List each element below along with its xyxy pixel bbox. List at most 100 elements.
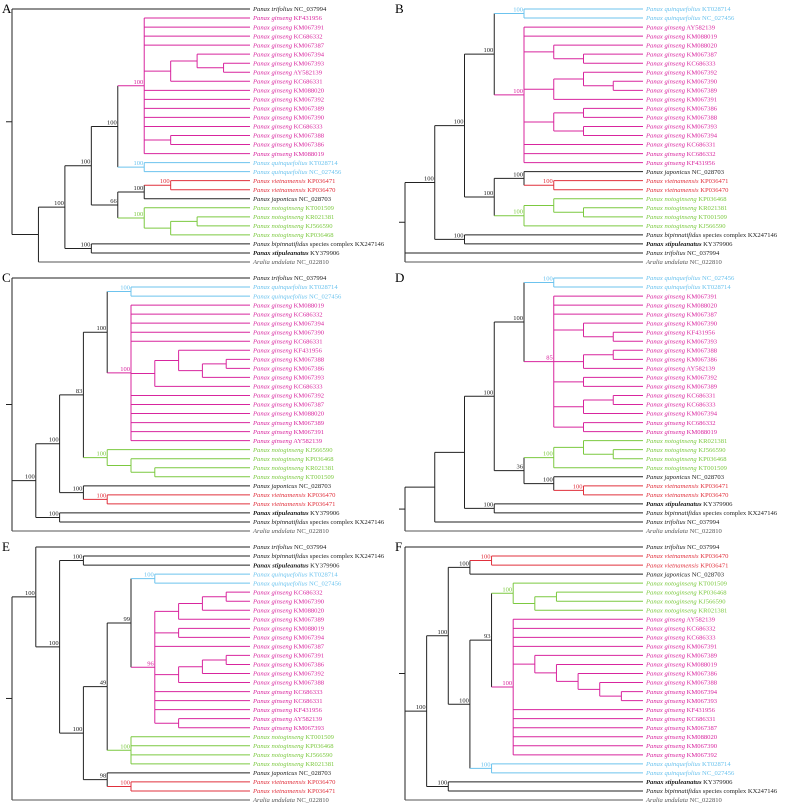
- taxon-label: Panax notoginseng KR021381: [252, 214, 334, 221]
- accession-number: KM067391: [292, 653, 324, 660]
- taxon-label: Panax ginseng KM067390: [252, 598, 325, 605]
- species-name: Panax trifolius: [252, 6, 293, 13]
- species-name: Panax ginseng: [645, 51, 686, 58]
- species-name: Panax ginseng: [252, 607, 293, 614]
- taxon-label: Panax notoginseng KP036468: [252, 743, 334, 750]
- accession-number: KT028714: [700, 284, 731, 291]
- accession-number: KM067393: [292, 725, 325, 732]
- species-name: Panax ginseng: [645, 124, 686, 131]
- taxon-label: Panax vietnamensis KP036471: [252, 501, 335, 508]
- accession-number: species complex KX247146: [308, 241, 385, 248]
- accession-number: KY379906: [309, 562, 341, 569]
- taxon-label: Panax ginseng KM067388: [645, 680, 718, 687]
- taxon-label: Panax ginseng KC686332: [252, 311, 323, 318]
- taxon-label: Panax quinquefolius NC_027456: [645, 15, 735, 22]
- species-name: Panax quinquefolius: [252, 284, 308, 291]
- taxon-label: Panax bipinnatifidus species complex KX2…: [645, 788, 778, 795]
- species-name: Panax ginseng: [252, 69, 293, 76]
- accession-number: KC686332: [685, 626, 716, 633]
- accession-number: NC_037994: [292, 275, 327, 282]
- bootstrap-support-value: 49: [100, 680, 107, 687]
- taxon-label: Panax ginseng KF431956: [252, 15, 323, 22]
- bootstrap-support-value: 100: [96, 325, 106, 332]
- taxon-label: Panax ginseng KM067393: [252, 375, 325, 382]
- species-name: Panax ginseng: [252, 115, 293, 122]
- species-name: Panax stipuleanatus: [646, 501, 702, 508]
- taxon-label: Panax notoginseng KP036468: [645, 196, 727, 203]
- species-name: Panax stipuleanatus: [646, 779, 702, 786]
- accession-number: KT001509: [697, 465, 728, 472]
- taxon-label: Panax ginseng KM067389: [645, 384, 718, 391]
- taxon-label: Panax vietnamensis KP036470: [252, 187, 336, 194]
- species-name: Panax ginseng: [252, 311, 293, 318]
- accession-number: NC_028703: [297, 196, 332, 203]
- accession-number: KP036468: [304, 456, 335, 463]
- accession-number: KM088019: [292, 302, 325, 309]
- species-name: Panax ginseng: [252, 338, 293, 345]
- accession-number: KM067392: [685, 752, 717, 759]
- taxon-label: Panax ginseng KM088019: [645, 33, 718, 40]
- taxon-label: Panax ginseng AY582139: [252, 716, 323, 723]
- accession-number: KF431956: [685, 160, 716, 167]
- species-name: Panax bipinnatifidus: [252, 241, 309, 248]
- accession-number: KC686333: [685, 60, 716, 67]
- taxon-label: Panax ginseng KM067388: [252, 133, 325, 140]
- taxon-label: Panax notoginseng KJ566590: [645, 598, 726, 605]
- species-name: Panax ginseng: [645, 311, 686, 318]
- bootstrap-support-value: 100: [81, 241, 91, 248]
- tree-svg: 100 100 100 100 83 100 100 100 100 100 Panax trifo…: [6, 275, 385, 535]
- taxon-label: Panax japonicus NC_028703: [645, 571, 725, 578]
- tree-panel-a: 100 100 100 100 100 100 66 100 100 100 Panax trifo…: [0, 0, 393, 269]
- accession-number: KM088019: [685, 429, 718, 436]
- taxon-label: Panax vietnamensis KP036471: [645, 178, 728, 185]
- accession-number: NC_037994: [685, 544, 720, 551]
- taxon-label: Panax ginseng KM088020: [252, 607, 325, 614]
- species-name: Panax ginseng: [645, 429, 686, 436]
- species-name: Panax quinquefolius: [252, 580, 308, 587]
- accession-number: KM067389: [292, 616, 325, 623]
- species-name: Panax ginseng: [645, 357, 686, 364]
- taxon-label: Panax ginseng KM088019: [252, 626, 325, 633]
- accession-number: species complex KX247146: [701, 510, 778, 517]
- taxon-label: Panax ginseng KC686332: [252, 33, 323, 40]
- species-name: Panax ginseng: [645, 420, 686, 427]
- species-name: Panax vietnamensis: [252, 501, 306, 508]
- species-name: Panax notoginseng: [645, 447, 697, 454]
- taxon-label: Panax japonicus NC_028703: [252, 196, 332, 203]
- species-name: Panax stipuleanatus: [253, 250, 309, 257]
- accession-number: KC686331: [292, 338, 323, 345]
- accession-number: KT028714: [700, 761, 731, 768]
- accession-number: KJ566590: [304, 752, 333, 759]
- accession-number: species complex KX247146: [308, 553, 385, 560]
- taxon-label: Panax stipuleanatus KY379906: [253, 510, 340, 517]
- taxon-label: Aralia undulata NC_022810: [252, 259, 330, 266]
- taxon-label: Panax ginseng KM088019: [645, 429, 718, 436]
- taxon-label: Panax ginseng KM067389: [645, 88, 718, 95]
- accession-number: KM067387: [685, 51, 718, 58]
- taxon-label: Panax ginseng KM067387: [252, 42, 325, 49]
- accession-number: AY582139: [292, 438, 323, 445]
- taxon-label: Panax quinquefolius NC_027456: [645, 770, 735, 777]
- accession-number: KM088020: [685, 42, 718, 49]
- taxon-label: Panax ginseng KF431956: [645, 329, 716, 336]
- species-name: Panax ginseng: [252, 15, 293, 22]
- species-name: Panax bipinnatifidus: [252, 553, 309, 560]
- taxon-label: Panax notoginseng KT001509: [252, 474, 335, 481]
- bootstrap-support-value: 100: [144, 572, 154, 579]
- taxon-label: Panax notoginseng KT001509: [252, 734, 335, 741]
- species-name: Panax bipinnatifidus: [645, 788, 702, 795]
- bootstrap-support-value: 66: [110, 198, 117, 205]
- accession-number: KM067386: [292, 142, 325, 149]
- taxon-label: Panax trifolius NC_037994: [252, 544, 327, 551]
- accession-number: KM067386: [685, 671, 718, 678]
- species-name: Panax vietnamensis: [645, 483, 699, 490]
- accession-number: species complex KX247146: [701, 232, 778, 239]
- taxon-label: Panax notoginseng KJ566590: [252, 447, 333, 454]
- taxon-label: Panax japonicus NC_028703: [645, 474, 725, 481]
- species-name: Panax trifolius: [252, 544, 293, 551]
- bootstrap-support-value: 100: [502, 586, 512, 593]
- bootstrap-support-value: 100: [25, 474, 35, 481]
- species-name: Panax ginseng: [645, 69, 686, 76]
- accession-number: KM067393: [685, 698, 718, 705]
- taxon-label: Panax japonicus NC_028703: [645, 169, 725, 176]
